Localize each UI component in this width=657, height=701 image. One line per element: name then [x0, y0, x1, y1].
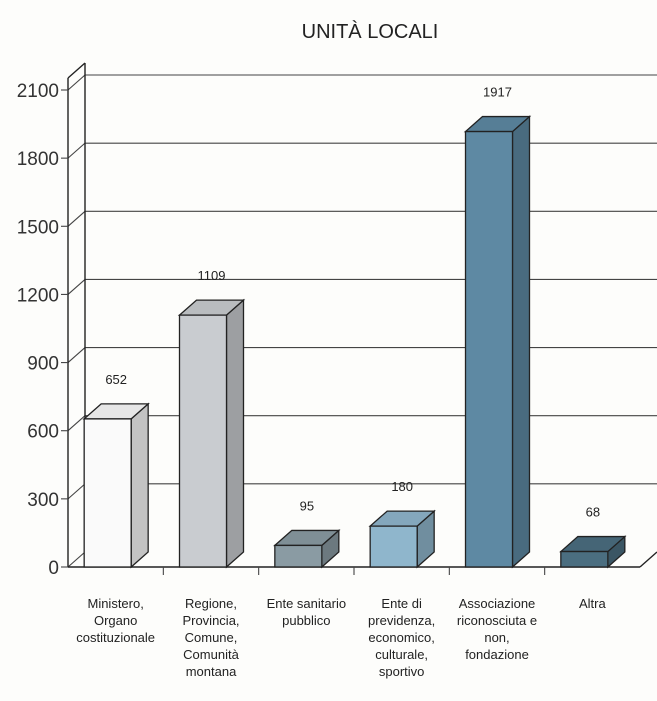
gridline-side	[67, 415, 86, 432]
category-label-line: previdenza,	[368, 613, 435, 628]
value-label: 1109	[198, 268, 226, 283]
gridline-side	[67, 279, 86, 295]
bars	[82, 115, 627, 569]
y-tick-label: 1500	[17, 217, 59, 238]
y-axis-ticks: 0 300 600 900 1200 1500 1800 2100	[17, 81, 68, 579]
bar-front	[274, 544, 323, 568]
category-label: Ente di previdenza, economico, culturale, sp…	[368, 596, 435, 679]
bar-front	[83, 418, 132, 568]
value-label: 180	[391, 479, 413, 494]
category-label-line: economico,	[368, 630, 434, 645]
bar-side	[511, 115, 531, 569]
gridline-side	[67, 142, 86, 159]
category-label-line: Comunità	[183, 647, 239, 662]
bar-front	[464, 130, 514, 568]
y-tick-label: 300	[27, 490, 59, 511]
category-label-line: fondazione	[465, 647, 529, 662]
category-label-line: riconosciuta e	[457, 613, 537, 628]
category-label-line: pubblico	[282, 613, 330, 628]
y-tick-label: 1200	[17, 285, 59, 306]
bar	[273, 528, 341, 569]
bar-front	[369, 525, 418, 568]
bar	[559, 535, 627, 569]
value-label: 95	[300, 498, 314, 513]
grid-lines	[67, 62, 657, 568]
category-label: Ministero, Organo costituzionale	[76, 596, 155, 645]
y-tick-label: 0	[48, 558, 59, 579]
gridline-side	[67, 74, 86, 91]
value-label: 1917	[483, 85, 512, 100]
y-tick-label: 600	[27, 422, 59, 443]
bar	[82, 402, 150, 569]
bar-side	[225, 298, 245, 569]
category-label: Associazione riconosciuta e non, fondazione	[457, 596, 537, 662]
category-label-line: Altra	[579, 596, 607, 611]
category-label-line: Ministero,	[87, 596, 143, 611]
category-label-line: culturale,	[375, 647, 428, 662]
y-tick-label: 1800	[17, 149, 59, 170]
category-label-line: Organo	[94, 613, 137, 628]
category-label-line: Ente sanitario	[267, 596, 347, 611]
y-tick-label: 2100	[17, 81, 59, 102]
chart-title: UNITÀ LOCALI	[302, 20, 439, 43]
category-label: Regione, Provincia, Comune, Comunità montana	[182, 596, 239, 679]
category-label-line: sportivo	[379, 664, 425, 679]
x-axis-labels: Ministero, Organo costituzionale Regione, Pr…	[76, 567, 606, 679]
side-wall-top	[67, 62, 86, 79]
value-labels: 652 1109 95 180 1917 68	[105, 85, 600, 520]
category-label-line: Comune,	[185, 630, 238, 645]
gridline-side	[67, 347, 86, 363]
gridline-side	[67, 551, 86, 568]
category-label-line: Provincia,	[182, 613, 239, 628]
bar	[368, 509, 436, 569]
gridline-side	[67, 483, 86, 500]
bar-front	[560, 550, 609, 568]
category-label: Ente sanitario pubblico	[267, 596, 347, 628]
category-label-line: Associazione	[459, 596, 536, 611]
bar	[463, 115, 532, 569]
category-label: Altra	[579, 596, 607, 611]
category-label-line: costituzionale	[76, 630, 155, 645]
category-label-line: Ente di	[381, 596, 422, 611]
category-label-line: montana	[186, 664, 237, 679]
value-label: 652	[105, 372, 127, 387]
value-label: 68	[586, 505, 600, 520]
bar-side	[130, 402, 149, 569]
floor-edge	[639, 551, 657, 568]
bar-front	[178, 314, 228, 568]
y-tick-label: 900	[27, 354, 59, 375]
category-label-line: non,	[484, 630, 509, 645]
category-label-line: Regione,	[185, 596, 237, 611]
gridline-side	[67, 210, 86, 227]
bar	[177, 298, 246, 569]
